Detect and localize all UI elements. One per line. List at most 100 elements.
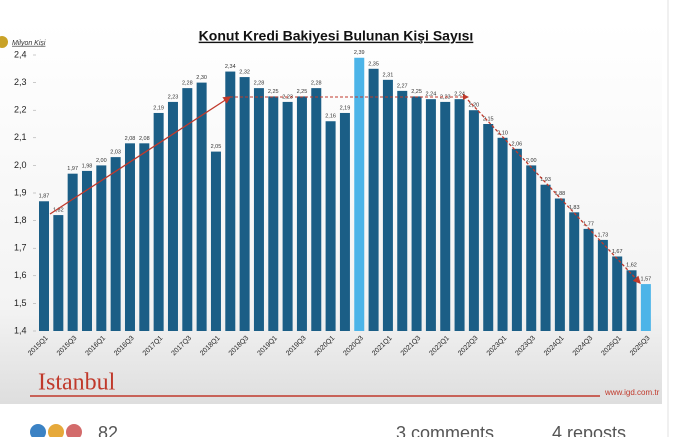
y-tick-label: 1,4 (14, 325, 27, 335)
chart-title: Konut Kredi Bakiyesi Bulunan Kişi Sayısı (199, 28, 474, 44)
bar (483, 124, 494, 331)
bar (325, 121, 336, 332)
bar (139, 143, 150, 331)
bar (425, 99, 436, 331)
trend-arrow (467, 99, 641, 284)
bar (411, 96, 422, 332)
reposts[interactable]: 4 reposts (552, 423, 626, 437)
value-label: 2,06 (512, 141, 523, 147)
y-tick-label: 1,6 (14, 270, 27, 280)
bar (225, 71, 236, 331)
bar (540, 184, 551, 331)
value-label: 2,27 (397, 83, 408, 89)
value-label: 2,25 (297, 89, 308, 95)
bar (397, 90, 408, 331)
y-tick-label: 1,5 (14, 298, 27, 308)
bar (554, 198, 565, 331)
value-label: 2,28 (182, 81, 193, 87)
bar (612, 256, 623, 331)
bar (81, 170, 92, 331)
bar (124, 143, 135, 331)
y-tick-label: 2,0 (14, 160, 27, 170)
value-label: 1,82 (53, 208, 64, 214)
value-label: 2,25 (268, 89, 279, 95)
bar (339, 112, 350, 332)
value-label: 2,10 (497, 130, 508, 136)
trend-arrow (49, 96, 232, 215)
value-label: 1,88 (555, 191, 566, 197)
logo: Istanbul (38, 370, 116, 396)
bar (583, 228, 594, 331)
bar (454, 99, 465, 331)
bar (382, 79, 393, 331)
bar (268, 96, 279, 332)
value-label: 2,20 (469, 103, 480, 109)
value-label: 2,35 (368, 61, 379, 67)
y-tick-label: 1,9 (14, 187, 27, 197)
bar (239, 77, 250, 331)
bar (526, 165, 537, 331)
bar (296, 96, 307, 332)
badge (0, 36, 8, 48)
reaction-icon (66, 424, 82, 437)
bar (282, 101, 293, 331)
bar (96, 165, 107, 331)
value-label: 1,57 (641, 277, 652, 283)
value-label: 2,00 (526, 158, 537, 164)
value-label: 2,31 (383, 72, 394, 78)
source: www.igd.com.tr (604, 388, 660, 397)
y-unit: Milyon Kişi (12, 40, 46, 47)
value-label: 1,73 (598, 232, 609, 238)
y-tick-label: 1,7 (14, 243, 27, 253)
value-label: 2,39 (354, 50, 365, 56)
value-label: 2,30 (196, 75, 207, 81)
bar (210, 151, 221, 331)
bar (569, 212, 580, 331)
value-label: 2,03 (110, 150, 121, 156)
bar (53, 215, 64, 331)
value-label: 2,23 (168, 94, 179, 100)
value-label: 2,19 (340, 105, 351, 111)
bar (311, 88, 322, 332)
bar (354, 57, 365, 331)
value-label: 1,87 (39, 194, 50, 200)
bar (440, 101, 451, 331)
bar (511, 148, 522, 331)
value-label: 1,93 (540, 177, 551, 183)
value-label: 1,83 (569, 205, 580, 211)
value-label: 2,25 (411, 89, 422, 95)
value-label: 2,00 (96, 158, 107, 164)
bar (182, 88, 193, 332)
bar (640, 284, 651, 331)
bar (626, 270, 637, 331)
value-label: 2,24 (454, 92, 465, 98)
bar (196, 82, 207, 331)
value-label: 1,77 (583, 221, 594, 227)
value-label: 1,97 (67, 166, 78, 172)
reaction-icon (30, 424, 46, 437)
bar (110, 157, 121, 331)
y-tick-label: 2,3 (14, 77, 27, 87)
comments[interactable]: 3 comments (396, 423, 494, 437)
value-label: 2,19 (153, 105, 164, 111)
y-tick-label: 1,8 (14, 215, 27, 225)
value-label: 2,08 (125, 136, 136, 142)
reaction-count[interactable]: 82 (98, 423, 118, 437)
plot: 1,41,51,61,71,81,92,02,12,22,32,41,87201… (14, 49, 652, 357)
value-label: 2,08 (139, 136, 150, 142)
value-label: 1,67 (612, 249, 623, 255)
bar (167, 101, 178, 331)
value-label: 1,62 (626, 263, 637, 269)
y-tick-label: 2,4 (14, 49, 27, 59)
bar (468, 110, 479, 331)
value-label: 1,98 (82, 163, 93, 169)
bar (597, 239, 608, 331)
value-label: 2,15 (483, 116, 494, 122)
bar (497, 137, 508, 331)
value-label: 2,05 (211, 144, 222, 150)
value-label: 2,32 (239, 70, 250, 76)
bar (67, 173, 78, 331)
bar (253, 88, 264, 332)
bar (153, 112, 164, 332)
